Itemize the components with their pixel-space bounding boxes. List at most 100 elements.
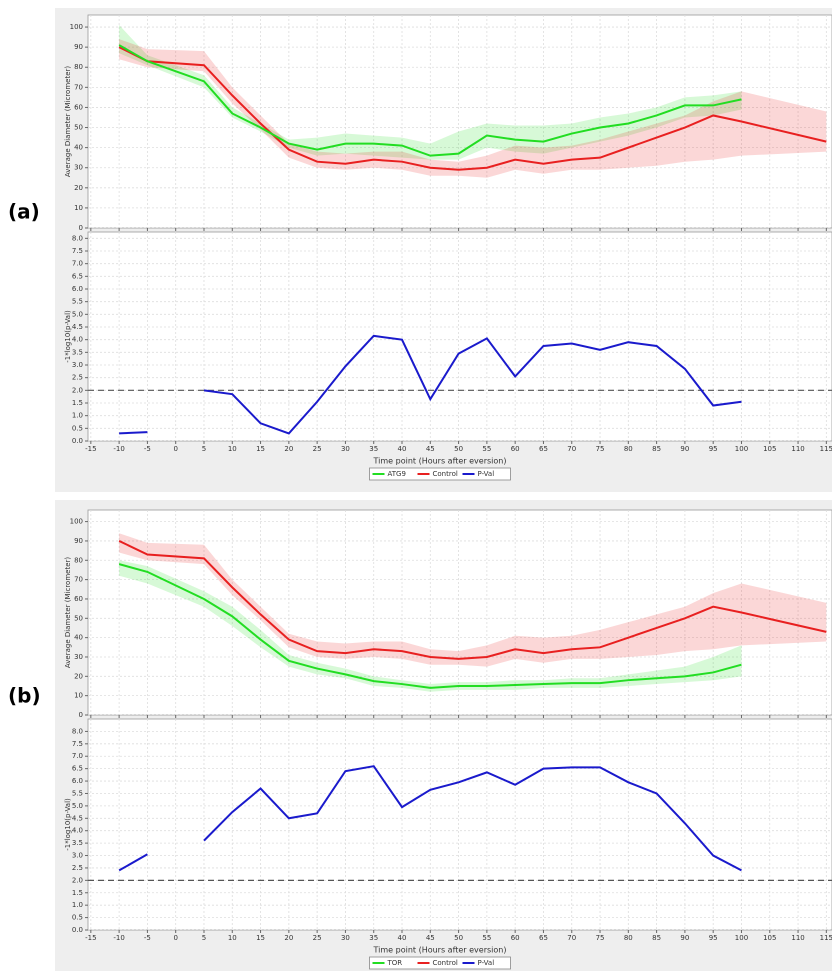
y-axis-label: -1*log10(p-Val) <box>64 310 72 363</box>
legend-label: TOR <box>387 959 403 967</box>
x-tick-label: 60 <box>511 934 520 942</box>
y-tick-label: 100 <box>70 518 83 526</box>
panel-label: (a) <box>8 200 40 224</box>
data-line <box>118 853 148 872</box>
x-tick-label: 100 <box>735 445 748 453</box>
x-axis-label: Time point (Hours after eversion) <box>373 946 507 955</box>
x-tick-label: 100 <box>735 934 748 942</box>
y-tick-label: 30 <box>74 164 83 172</box>
plot-layer <box>88 15 832 228</box>
x-tick-label: -5 <box>144 934 151 942</box>
y-tick-label: 20 <box>74 672 83 680</box>
x-tick-label: 115 <box>820 934 832 942</box>
y-tick-label: 70 <box>74 576 83 584</box>
x-tick-label: 105 <box>763 445 776 453</box>
data-line <box>119 431 148 435</box>
y-tick-label: 2.5 <box>72 374 83 382</box>
y-tick-label: 1.0 <box>72 901 83 909</box>
x-tick-label: 80 <box>624 934 633 942</box>
y-tick-label: 8.0 <box>72 727 83 735</box>
y-tick-label: 7.5 <box>72 740 83 748</box>
confidence-band <box>119 533 827 667</box>
x-tick-label: 110 <box>791 934 804 942</box>
y-axis-label: -1*log10(p-Val) <box>64 798 72 851</box>
x-tick-label: 25 <box>313 445 322 453</box>
y-tick-label: 0.0 <box>72 926 83 934</box>
y-tick-label: 40 <box>74 634 83 642</box>
x-tick-label: 5 <box>202 934 206 942</box>
y-tick-label: 10 <box>74 692 83 700</box>
x-tick-label: 95 <box>709 445 718 453</box>
x-tick-label: 30 <box>341 445 350 453</box>
x-tick-label: 90 <box>680 934 689 942</box>
y-tick-label: 50 <box>74 614 83 622</box>
x-tick-label: 35 <box>369 934 378 942</box>
x-tick-label: 0 <box>173 445 177 453</box>
y-tick-label: 0.5 <box>72 424 83 432</box>
y-tick-label: 80 <box>74 556 83 564</box>
data-line <box>118 46 827 171</box>
x-tick-label: 70 <box>567 934 576 942</box>
plot-layer <box>88 232 832 441</box>
y-tick-label: 4.0 <box>72 336 83 344</box>
x-tick-label: 15 <box>256 934 265 942</box>
legend-label: P-Val <box>478 470 495 478</box>
x-tick-label: 20 <box>284 445 293 453</box>
x-tick-label: -10 <box>113 445 124 453</box>
y-tick-label: 1.0 <box>72 412 83 420</box>
x-tick-label: 5 <box>202 445 206 453</box>
x-tick-label: 80 <box>624 445 633 453</box>
x-tick-label: 40 <box>398 445 407 453</box>
x-tick-label: 85 <box>652 934 661 942</box>
x-tick-label: 115 <box>820 445 832 453</box>
y-tick-label: 6.0 <box>72 777 83 785</box>
confidence-band <box>119 25 742 160</box>
y-axis-label: Average Diameter (Micrometer) <box>64 557 72 669</box>
x-tick-label: -15 <box>85 934 96 942</box>
x-tick-label: 60 <box>511 445 520 453</box>
y-tick-label: 7.5 <box>72 247 83 255</box>
legend <box>369 467 511 481</box>
y-tick-label: 5.0 <box>72 310 83 318</box>
y-tick-label: 0.0 <box>72 437 83 445</box>
y-tick-label: 50 <box>74 124 83 132</box>
y-tick-label: 5.0 <box>72 802 83 810</box>
data-line <box>203 765 742 872</box>
x-tick-label: 20 <box>284 934 293 942</box>
y-tick-label: 60 <box>74 103 83 111</box>
x-tick-label: 45 <box>426 934 435 942</box>
x-tick-label: 75 <box>596 934 605 942</box>
y-tick-label: 3.0 <box>72 361 83 369</box>
y-tick-label: 3.5 <box>72 348 83 356</box>
y-tick-label: 90 <box>74 43 83 51</box>
legend-label: Control <box>433 959 458 967</box>
y-tick-label: 10 <box>74 204 83 212</box>
plot-area <box>87 718 832 931</box>
y-tick-label: 4.5 <box>72 323 83 331</box>
y-tick-label: 5.5 <box>72 298 83 306</box>
y-tick-label: 80 <box>74 63 83 71</box>
y-tick-label: 6.0 <box>72 285 83 293</box>
y-tick-label: 0.5 <box>72 914 83 922</box>
y-tick-label: 40 <box>74 144 83 152</box>
x-tick-label: 95 <box>709 934 718 942</box>
legend <box>369 956 511 970</box>
legend-label: ATG9 <box>388 470 406 478</box>
y-tick-label: 3.0 <box>72 852 83 860</box>
y-tick-label: 3.5 <box>72 839 83 847</box>
y-tick-label: 1.5 <box>72 889 83 897</box>
x-tick-label: -5 <box>144 445 151 453</box>
y-tick-label: 1.5 <box>72 399 83 407</box>
plot-area <box>87 231 832 442</box>
x-tick-label: -15 <box>85 445 96 453</box>
y-tick-label: 90 <box>74 537 83 545</box>
x-tick-label: 55 <box>482 445 491 453</box>
plot-area <box>87 509 832 716</box>
x-tick-label: 50 <box>454 934 463 942</box>
x-tick-label: 105 <box>763 934 776 942</box>
y-tick-label: 70 <box>74 83 83 91</box>
y-tick-label: 7.0 <box>72 752 83 760</box>
panel-label: (b) <box>8 684 41 708</box>
y-tick-label: 6.5 <box>72 765 83 773</box>
